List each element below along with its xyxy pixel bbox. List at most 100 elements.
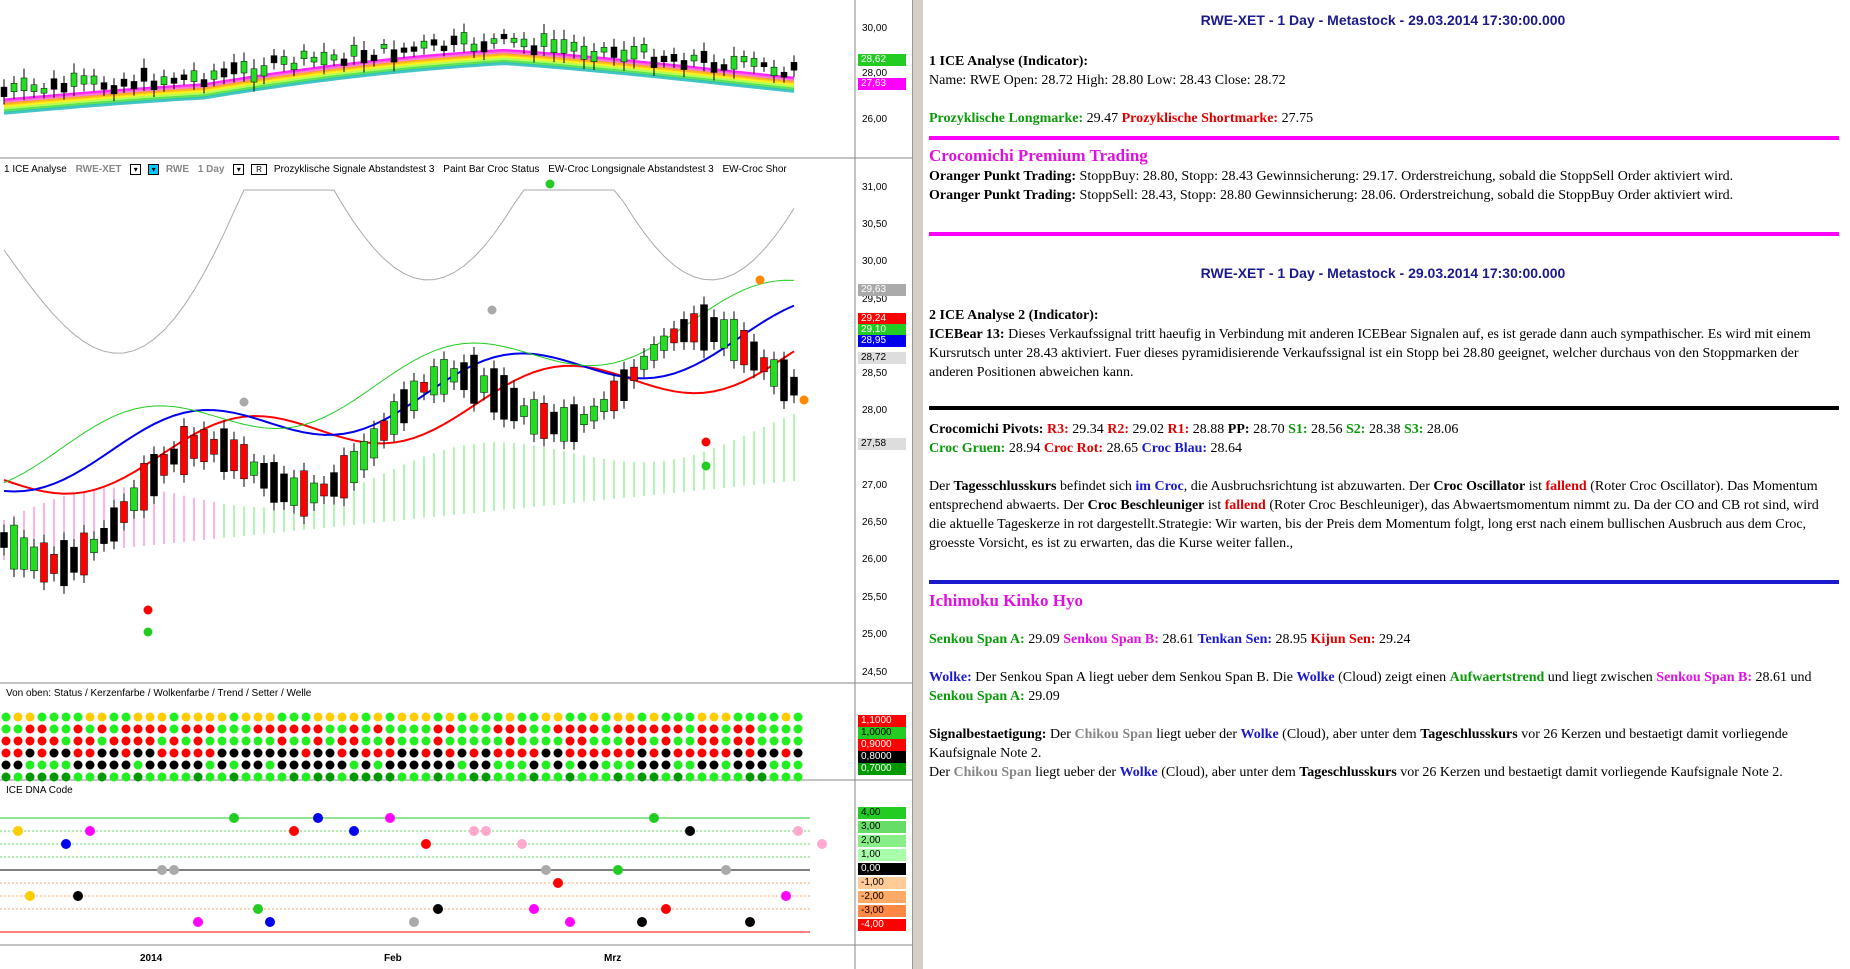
- status-dot: [397, 724, 407, 734]
- status-dot: [517, 724, 527, 734]
- status-dot: [253, 736, 263, 746]
- status-dot: [49, 772, 59, 782]
- r-box-icon[interactable]: R: [251, 164, 268, 175]
- status-dot: [565, 712, 575, 722]
- dropdown-icon[interactable]: ▾: [130, 164, 142, 175]
- status-dot: [301, 712, 311, 722]
- indicator-symbol: RWE-XET: [75, 164, 122, 176]
- ice-candle-body: [740, 330, 748, 366]
- dna-dot: [745, 917, 755, 927]
- status-dot: [13, 712, 23, 722]
- text-green: Aufwaertstrend: [1449, 670, 1545, 685]
- r2-value: 29.02: [1132, 422, 1165, 437]
- status-dot: [145, 760, 155, 770]
- text: Der: [929, 765, 954, 780]
- status-dot: [745, 772, 755, 782]
- status-dot: [517, 748, 527, 758]
- status-dot: [445, 748, 455, 758]
- status-dot: [469, 760, 479, 770]
- croc-rot-label: Croc Rot:: [1043, 441, 1104, 456]
- status-dot: [505, 724, 515, 734]
- status-dot: [121, 760, 131, 770]
- ice-candle-body: [670, 328, 678, 344]
- dna-dot: [409, 917, 419, 927]
- status-dot: [1, 748, 11, 758]
- text: Der: [1046, 727, 1075, 742]
- dna-dot: [661, 904, 671, 914]
- status-dot: [145, 724, 155, 734]
- dropdown-icon[interactable]: ▾: [233, 164, 245, 175]
- status-dot: [505, 772, 515, 782]
- ssb-value: 28.61: [1162, 632, 1194, 647]
- status-dot: [385, 736, 395, 746]
- status-dot: [661, 736, 671, 746]
- ice-candle-body: [710, 317, 718, 342]
- icebear-label: ICEBear 13:: [929, 327, 1005, 342]
- status-dot: [397, 736, 407, 746]
- status-dot: [217, 736, 227, 746]
- status-dot: [625, 724, 635, 734]
- ice-candle-body: [150, 454, 158, 497]
- status-dot: [1, 760, 11, 770]
- dna-dot: [169, 865, 179, 875]
- color-toggle-icon[interactable]: ▾: [148, 164, 160, 175]
- status-dot: [277, 748, 287, 758]
- signal-paragraph: Signalbestaetigung: Der Chikou Span lieg…: [929, 725, 1839, 782]
- text-bold: Signalbestaetigung:: [929, 727, 1047, 742]
- status-dot: [505, 748, 515, 758]
- status-dot: [241, 712, 251, 722]
- status-dot: [73, 724, 83, 734]
- status-dot: [505, 760, 515, 770]
- status-pane-label: Von oben: Status / Kerzenfarbe / Wolkenf…: [6, 688, 312, 699]
- dna-tag: -1,00: [858, 877, 906, 889]
- status-dot: [253, 760, 263, 770]
- candle-body: [10, 83, 18, 93]
- status-dot: [205, 736, 215, 746]
- status-dot: [409, 760, 419, 770]
- ice-candle-body: [590, 405, 598, 422]
- status-dot: [421, 712, 431, 722]
- chart-panel[interactable]: 30,00 28,00 26,00 28,62 27,63 1 ICE Anal…: [0, 0, 913, 969]
- price-pane: [0, 23, 798, 115]
- status-dot: [313, 724, 323, 734]
- candle-body: [540, 33, 548, 47]
- status-dot: [397, 712, 407, 722]
- status-tag: 0,8000: [858, 751, 906, 763]
- status-dot: [37, 748, 47, 758]
- status-dot: [637, 748, 647, 758]
- chikou-span-line: [3, 189, 795, 354]
- candle-body: [200, 79, 208, 88]
- ice-candle-body: [400, 389, 408, 424]
- status-dot: [457, 748, 467, 758]
- status-dot: [481, 712, 491, 722]
- status-dot: [553, 772, 563, 782]
- status-dot: [517, 712, 527, 722]
- candle-body: [150, 80, 158, 90]
- status-dot: [697, 736, 707, 746]
- analysis-report-panel: RWE-XET - 1 Day - Metastock - 29.03.2014…: [923, 0, 1850, 969]
- candle-body: [780, 71, 788, 78]
- status-dot: [529, 772, 539, 782]
- status-dot: [541, 748, 551, 758]
- status-dot: [445, 772, 455, 782]
- status-dot: [649, 760, 659, 770]
- dna-dot: [421, 839, 431, 849]
- candle-body: [20, 77, 28, 92]
- text: ist: [1525, 479, 1546, 494]
- status-dot: [289, 712, 299, 722]
- croc-line: [3, 304, 795, 493]
- status-dot: [481, 760, 491, 770]
- ice-axis-label: 28,00: [862, 405, 888, 416]
- status-dot: [793, 760, 803, 770]
- ice-axis-label: 30,50: [862, 219, 888, 230]
- status-dot: [673, 712, 683, 722]
- status-dot: [637, 724, 647, 734]
- status-dot: [565, 748, 575, 758]
- candle-body: [190, 70, 198, 82]
- candle-body: [410, 46, 418, 52]
- icebear-text: Dieses Verkaufssignal tritt haeufig in V…: [929, 327, 1811, 380]
- candle-body: [40, 88, 48, 94]
- candle-body: [600, 47, 608, 53]
- chart-canvas[interactable]: [0, 0, 912, 969]
- candle-body: [30, 84, 38, 92]
